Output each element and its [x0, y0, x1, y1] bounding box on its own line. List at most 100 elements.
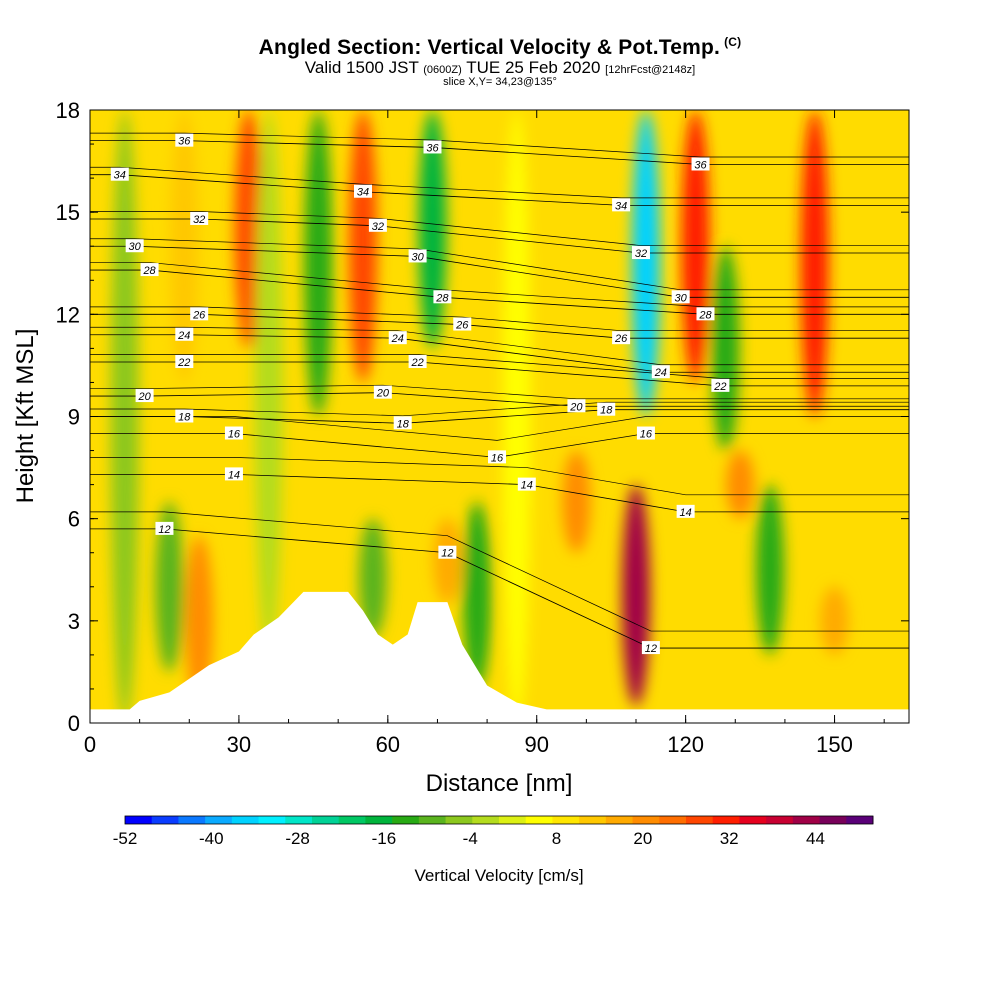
velocity-column-18 [726, 450, 755, 519]
isentrope-label: 14 [228, 469, 240, 481]
x-axis-label: Distance [nm] [426, 770, 573, 797]
colorbar-swatch [231, 816, 260, 824]
y-axis: 0 36 9 12 15 18 [56, 98, 909, 736]
colorbar-swatch [365, 816, 393, 824]
velocity-column-3 [185, 535, 214, 706]
isentrope-label: 22 [177, 357, 190, 369]
y-tick-label: 9 [68, 405, 80, 430]
copyright-mark: (C) [724, 35, 742, 49]
isentrope-label-bg [408, 355, 427, 369]
isentrope-label-bg [224, 467, 243, 481]
y-tick-label: 6 [68, 507, 80, 532]
isentrope-label: 28 [142, 265, 156, 277]
isentrope-label-bg [388, 331, 407, 345]
isentrope-label: 30 [411, 251, 424, 263]
isentrope-label-bg [175, 327, 194, 341]
x-tick-label: 0 [84, 732, 96, 757]
colorbar-swatch [418, 816, 447, 824]
chart-title: Angled Section: Vertical Velocity & Pot.… [0, 36, 1000, 58]
isentrope-label: 34 [615, 200, 627, 212]
colorbar-swatch [819, 816, 847, 824]
colorbar-tick-label: -52 [113, 829, 138, 848]
isentrope-label-bg [175, 355, 194, 369]
isentrope-26-half [90, 306, 909, 332]
colorbar-tick-label: 20 [633, 829, 652, 848]
isentrope-label-bg [190, 307, 209, 321]
isentrope-label: 16 [228, 429, 241, 441]
isentrope-12-half [90, 511, 909, 632]
valid-date: TUE 25 Feb 2020 [466, 58, 601, 77]
isentrope-label: 30 [129, 241, 142, 253]
isentrope-label-bg [517, 477, 536, 491]
colorbar-tick-label: 8 [552, 829, 561, 848]
title-text: Angled Section: Vertical Velocity & Pot.… [258, 36, 721, 59]
colorbar-swatch [312, 816, 340, 824]
colorbar-swatch [151, 816, 179, 824]
colorbar-swatch [766, 816, 794, 824]
colorbar-swatch [552, 816, 580, 824]
x-tick-label: 150 [816, 732, 853, 757]
colorbar-swatch [338, 816, 366, 824]
isentrope-label-bg [408, 249, 427, 263]
isentrope-label-bg [224, 426, 243, 440]
valid-utc: (0600Z) [423, 64, 462, 76]
isentrope-label-bg [696, 307, 715, 321]
isentrope-label: 24 [654, 367, 667, 379]
valid-time: Valid 1500 JST [304, 58, 419, 77]
isentrope-label: 12 [645, 643, 657, 655]
colorbar-swatch [258, 816, 286, 824]
velocity-column-9 [418, 110, 447, 349]
colorbar-tick-label: -40 [199, 829, 224, 848]
colorbar-swatch [686, 816, 714, 824]
isentrope-label: 28 [698, 309, 712, 321]
colorbar-swatch [472, 816, 500, 824]
velocity-column-8 [358, 518, 387, 638]
colorbar-swatch [178, 816, 206, 824]
colorbar-swatch [525, 816, 553, 824]
isentrope-label-bg [651, 365, 670, 379]
velocity-column-21 [820, 586, 849, 655]
velocity-column-16 [681, 110, 710, 383]
y-tick-label: 0 [68, 711, 80, 736]
isentrope-label: 26 [455, 320, 469, 332]
isentrope-label: 34 [114, 170, 126, 182]
slice-info: slice X,Y= 34,23@135° [443, 76, 557, 88]
colorbar-tick-label: 32 [720, 829, 739, 848]
y-tick-label: 18 [56, 98, 80, 123]
isentrope-14-half [90, 457, 909, 496]
x-tick-label: 60 [376, 732, 400, 757]
x-axis: 0 30 60 90 120 150 [84, 110, 885, 757]
isentrope-label-bg [612, 331, 631, 345]
velocity-column-15 [631, 110, 660, 417]
isentrope-label-bg [671, 290, 690, 304]
y-tick-label: 12 [56, 302, 80, 327]
y-axis-label: Height [Kft MSL] [12, 329, 39, 504]
isentrope-label: 26 [614, 333, 628, 345]
isentrope-label: 20 [137, 391, 151, 403]
y-tick-label: 15 [56, 200, 80, 225]
isentrope-label-bg [393, 416, 412, 430]
isentrope-18-half [90, 401, 909, 417]
isentrope-labels: 12 12 12 14 14 14 16 16 16 18 18 18 20 20 20 22 22 22 24 24… [110, 133, 730, 655]
velocity-column-20 [800, 110, 829, 417]
isentrope-label: 32 [193, 214, 205, 226]
velocity-column-17 [711, 246, 740, 451]
isentrope-34-half [90, 166, 909, 199]
velocity-column-7 [349, 110, 377, 383]
isentrope-label-bg [597, 402, 616, 416]
isentrope-label: 36 [694, 159, 707, 171]
colorbar-frame [124, 815, 874, 825]
isentrope-label: 12 [158, 524, 170, 536]
colorbar-swatch [205, 816, 233, 824]
isentrope-label-bg [175, 409, 194, 423]
forecast-info: [12hrFcst@2148z] [605, 64, 696, 76]
isentrope-label-bg [175, 133, 194, 147]
isentrope-label: 14 [521, 480, 533, 492]
isentrope-label-bg [691, 157, 710, 171]
isentrope-label-bg [636, 426, 655, 440]
isentrope-label: 22 [410, 357, 423, 369]
chart-subtitle: Valid 1500 JST (0600Z) TUE 25 Feb 2020 [… [0, 59, 1000, 76]
isentrope-label-bg [488, 450, 507, 464]
isentrope-label-bg [567, 399, 586, 413]
isentrope-label: 30 [675, 292, 688, 304]
